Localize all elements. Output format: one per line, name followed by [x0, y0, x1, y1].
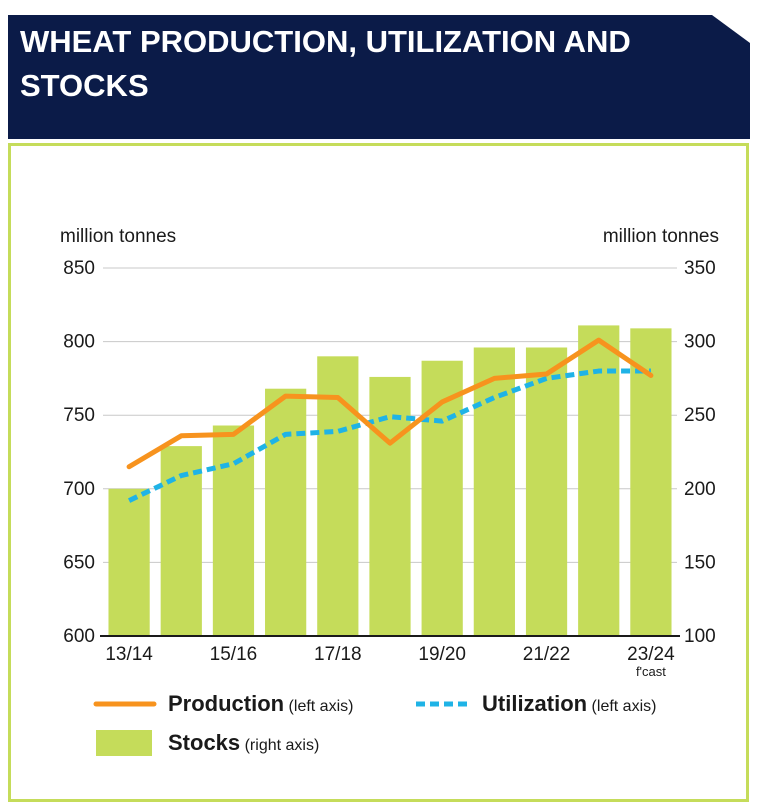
right-tick-label: 150	[684, 552, 716, 573]
legend-stocks-label: Stocks (right axis)	[168, 730, 319, 755]
left-tick-label: 750	[63, 405, 95, 426]
x-tick-label: 15/16	[210, 644, 258, 665]
left-tick-label: 850	[63, 258, 95, 279]
x-tick-label: 19/20	[418, 644, 466, 665]
stocks-bar	[265, 388, 307, 636]
stocks-bar	[630, 328, 672, 636]
title-banner	[8, 15, 750, 139]
x-tick-label: 21/22	[523, 644, 571, 665]
x-tick-label: 17/18	[314, 644, 362, 665]
left-tick-label: 700	[63, 479, 95, 500]
left-tick-label: 600	[63, 626, 95, 647]
stocks-bar	[317, 356, 359, 636]
left-tick-label: 800	[63, 332, 95, 353]
legend-production-label: Production (left axis)	[168, 691, 353, 716]
x-tick-label: 23/24	[627, 644, 675, 665]
legend-utilization-label: Utilization (left axis)	[482, 691, 656, 716]
stocks-bar	[421, 360, 463, 636]
production-line	[126, 337, 654, 470]
chart-frame	[8, 143, 749, 802]
forecast-note: f'cast	[636, 664, 666, 679]
right-axis-label: million tonnes	[603, 226, 719, 247]
right-tick-label: 350	[684, 258, 716, 279]
chart-title: WHEAT PRODUCTION, UTILIZATION AND STOCKS	[20, 24, 631, 103]
right-tick-label: 200	[684, 479, 716, 500]
stocks-bar	[212, 425, 255, 636]
x-tick-label: 13/14	[105, 644, 153, 665]
left-tick-label: 650	[63, 552, 95, 573]
stocks-bar	[525, 347, 568, 636]
stocks-bar	[369, 376, 411, 636]
right-tick-label: 250	[684, 405, 716, 426]
right-tick-label: 100	[684, 626, 716, 647]
right-tick-label: 300	[684, 332, 716, 353]
stocks-bar	[578, 325, 620, 636]
stocks-bar	[473, 347, 515, 636]
legend-stocks-swatch	[96, 730, 152, 756]
left-axis-label: million tonnes	[60, 226, 176, 247]
stocks-bar	[108, 488, 150, 636]
